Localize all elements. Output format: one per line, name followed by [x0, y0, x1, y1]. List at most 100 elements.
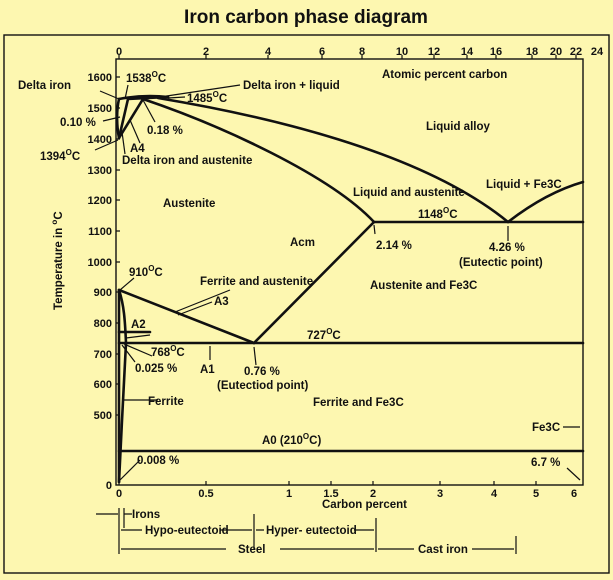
t1148-label: 1148OC: [418, 206, 458, 221]
t727-label: 727OC: [307, 327, 341, 342]
a3-label: A3: [214, 296, 229, 308]
temp-tick: 500: [94, 410, 112, 422]
top-tick: 12: [428, 46, 440, 58]
liquid-austenite-label: Liquid and austenite: [353, 187, 465, 199]
t1485-label: 1485OC: [187, 90, 227, 105]
eutectic-point-label: (Eutectic point): [459, 257, 543, 269]
delta-liquid-pointer: [159, 84, 241, 98]
top-tick: 24: [591, 46, 604, 58]
a1-label: A1: [200, 364, 215, 376]
ferrite-fe3c-label: Ferrite and Fe3C: [313, 397, 404, 409]
temp-tick: 1000: [88, 257, 112, 269]
temp-tick: 1500: [88, 103, 112, 115]
a3-pointer: [177, 301, 213, 316]
t768-label: 768OC: [151, 344, 185, 359]
p076-pointer: [253, 346, 257, 366]
carbon-tick: 5: [533, 488, 539, 500]
diagram-title: Iron carbon phase diagram: [184, 7, 428, 28]
hyper-range-label: Hyper- eutectoid: [266, 525, 357, 537]
t1538-label: 1538OC: [126, 70, 166, 85]
p67-pointer: [566, 467, 581, 481]
temp-tick: 0: [106, 480, 112, 492]
t910-label: 910OC: [129, 264, 163, 279]
carbon-tick: 2: [370, 488, 376, 500]
top-tick: 10: [396, 46, 408, 58]
p018-label: 0.18 %: [147, 125, 183, 137]
carbon-tick: 4: [491, 488, 498, 500]
delta-austenite-pointer: [121, 131, 126, 155]
top-tick: 16: [490, 46, 502, 58]
p214-pointer: [373, 224, 376, 235]
cast-iron-range-label: Cast iron: [418, 544, 468, 556]
top-tick: 2: [203, 46, 209, 58]
liquidus-fe3c-line: [506, 180, 585, 224]
solidus-line: [141, 97, 376, 224]
temp-tick: 1200: [88, 195, 112, 207]
top-tick-marks: [118, 55, 577, 59]
left-axis: 1600 1500 1400 1300 1200 1100 1000 900 8…: [50, 72, 120, 492]
acm-line: [252, 220, 376, 345]
top-axis-label: Atomic percent carbon: [382, 69, 507, 81]
temp-tick: 600: [94, 379, 112, 391]
phase-boundaries: [115, 94, 585, 484]
temp-tick: 1400: [88, 134, 112, 146]
p0008-label: 0.008 %: [137, 455, 179, 467]
delta-iron-pointer: [99, 90, 120, 100]
carbon-tick: 0.5: [198, 488, 213, 500]
p0025-label: 0.025 %: [135, 363, 177, 375]
top-axis: 0 2 4 6 8 10 12 14 16 18 20 22 24 Atomic…: [116, 46, 604, 81]
top-tick: 0: [116, 46, 122, 58]
carbon-tick: 0: [116, 488, 122, 500]
top-tick: 20: [550, 46, 562, 58]
temp-tick: 700: [94, 349, 112, 361]
austenite-fe3c-label: Austenite and Fe3C: [370, 280, 477, 292]
hypo-range-label: Hypo-eutectoid: [145, 525, 229, 537]
temp-axis-label: Temperature in oC: [50, 211, 65, 310]
diagram-labels: 1538OC Delta iron Delta iron + liquid 14…: [18, 70, 562, 469]
carbon-tick: 1: [286, 488, 292, 500]
pointers: [94, 84, 581, 481]
steel-range-label: Steel: [238, 544, 266, 556]
temp-tick: 1600: [88, 72, 112, 84]
austenite-label: Austenite: [163, 198, 215, 210]
temp-tick: 900: [94, 287, 112, 299]
a4-pointer: [129, 119, 141, 144]
p076-label: 0.76 %: [244, 366, 280, 378]
carbon-axis-label: Carbon percent: [322, 499, 407, 511]
liquid-alloy-label: Liquid alloy: [426, 121, 490, 133]
liquidus-austenite-line: [156, 96, 510, 224]
t768-pointer: [123, 343, 153, 357]
plot-frame: [115, 58, 584, 486]
p214-label: 2.14 %: [376, 240, 412, 252]
p0008-pointer: [119, 459, 141, 481]
t1538-pointer: [124, 84, 129, 100]
a0-label: A0 (210OC): [262, 432, 321, 447]
top-tick: 22: [570, 46, 582, 58]
a2-pointer: [125, 334, 151, 339]
a3-line: [117, 288, 256, 345]
delta-liquid-label: Delta iron + liquid: [243, 80, 340, 92]
fe3c-label: Fe3C: [532, 422, 560, 434]
t1485-pointer: [167, 96, 186, 99]
acm-label: Acm: [290, 237, 315, 249]
p0025-pointer: [121, 344, 136, 363]
carbon-tick: 1.5: [323, 488, 338, 500]
range-dividers: [118, 508, 517, 554]
p010-label: 0.10 %: [60, 117, 96, 129]
top-tick: 6: [319, 46, 325, 58]
liquid-fe3c-label: Liquid + Fe3C: [486, 179, 562, 191]
p426-label: 4.26 %: [489, 242, 525, 254]
delta-iron-label: Delta iron: [18, 80, 71, 92]
outer-frame: [3, 34, 610, 574]
p010-pointer: [102, 116, 121, 122]
irons-range-label: Irons: [132, 509, 160, 521]
top-tick: 8: [359, 46, 365, 58]
ferrite-austenite-pointer: [174, 289, 231, 313]
bottom-axis: 0 0.5 1 1.5 2 3 4 5 6 Carbon percent: [116, 481, 577, 511]
carbon-tick: 3: [437, 488, 443, 500]
t1394-pointer: [94, 139, 119, 151]
p67-label: 6.7 %: [531, 457, 560, 469]
a4-boundary-line: [117, 97, 145, 140]
top-tick: 14: [461, 46, 474, 58]
